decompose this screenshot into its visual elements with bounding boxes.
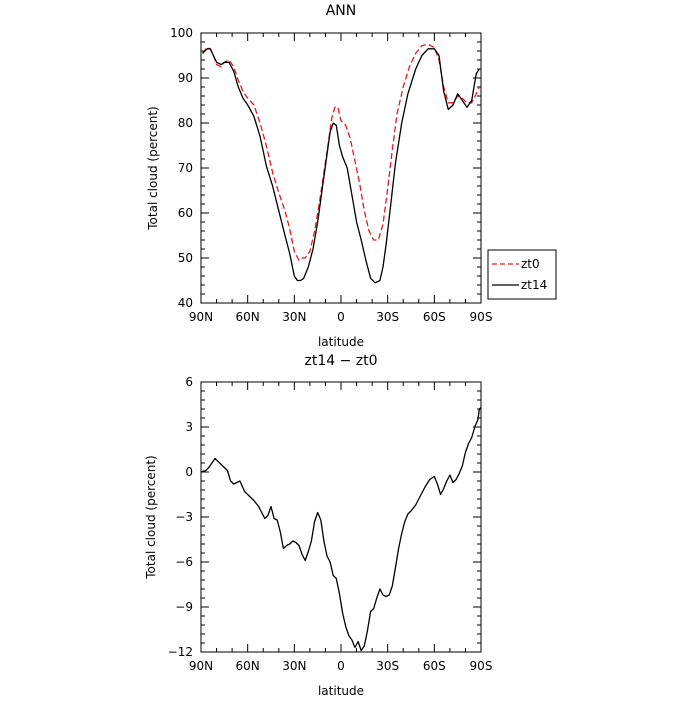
x-tick-label: 90N (189, 310, 213, 324)
x-tick-label: 30N (282, 310, 306, 324)
legend-box (487, 249, 557, 300)
y-tick-label: 70 (178, 161, 193, 175)
y-tick-label: 80 (178, 116, 193, 130)
bottom-chart-title: zt14 − zt0 (304, 353, 377, 369)
y-tick-label: −6 (175, 555, 193, 569)
top-series-group (202, 43, 480, 284)
x-tick-label: 30N (282, 659, 306, 673)
x-tick-label: 30S (376, 310, 399, 324)
y-tick-label: 60 (178, 206, 193, 220)
bottom-y-axis-label: Total cloud (percent) (144, 455, 158, 579)
legend-label-zt0: zt0 (521, 257, 540, 271)
bottom-x-axis-label: latitude (318, 684, 364, 698)
y-tick-label: 90 (178, 71, 193, 85)
series-line-diff-0 (200, 407, 482, 652)
y-tick-label: −3 (175, 510, 193, 524)
bottom-panel: zt14 − zt0 latitude Total cloud (percent… (144, 353, 492, 698)
x-tick-label: 0 (337, 659, 345, 673)
y-tick-label: −12 (168, 645, 193, 659)
y-tick-label: 50 (178, 251, 193, 265)
x-tick-label: 0 (337, 310, 345, 324)
top-x-axis-label: latitude (318, 335, 364, 349)
series-line-zt14 (202, 48, 480, 284)
y-tick-label: 6 (185, 375, 193, 389)
x-tick-label: 60N (236, 310, 260, 324)
x-tick-label: 90N (189, 659, 213, 673)
y-tick-label: 3 (185, 420, 193, 434)
x-tick-label: 60S (423, 659, 446, 673)
y-tick-label: 100 (170, 26, 193, 40)
bottom-series-group (200, 407, 482, 652)
x-tick-label: 90S (470, 310, 493, 324)
x-tick-label: 60N (236, 659, 260, 673)
top-axis-ticks: 90N 60N 30N 0 30S 60S 90S 40 50 60 70 80 90 100 (170, 26, 492, 324)
top-plot-frame (200, 32, 482, 304)
top-chart-title: ANN (326, 3, 357, 19)
top-panel: ANN latitude Total cloud (percent) 90N 60… (146, 3, 492, 349)
x-tick-label: 60S (423, 310, 446, 324)
x-tick-label: 90S (470, 659, 493, 673)
x-tick-label: 30S (376, 659, 399, 673)
legend: zt0 zt14 (487, 249, 557, 300)
y-tick-label: −9 (175, 600, 193, 614)
bottom-axis-ticks: 90N 60N 30N 0 30S 60S 90S −12 −9 −6 −3 0 3 6 (168, 375, 493, 673)
top-y-axis-label: Total cloud (percent) (146, 106, 160, 230)
series-line-zt0 (202, 43, 480, 261)
legend-label-zt14: zt14 (521, 278, 547, 292)
y-tick-label: 0 (185, 465, 193, 479)
y-tick-label: 40 (178, 296, 193, 310)
bottom-plot-frame (200, 381, 482, 653)
